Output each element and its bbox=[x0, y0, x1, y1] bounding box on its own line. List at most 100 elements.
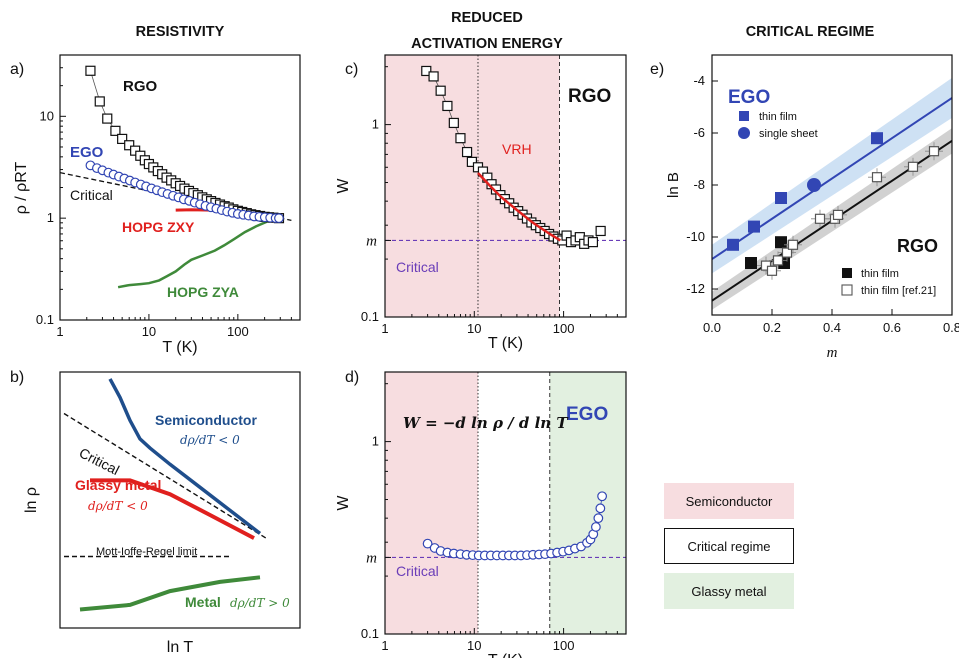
rgo-point bbox=[110, 125, 121, 136]
y-tick-label: -4 bbox=[693, 73, 705, 88]
annotation-rgo: RGO bbox=[568, 86, 611, 107]
ego-point bbox=[597, 491, 608, 502]
annotation-semiconductor-slope: dρ/dT < 0 bbox=[180, 433, 240, 447]
rgo-thin-film-ref-21--point bbox=[832, 209, 844, 220]
y-tick-label: 1 bbox=[372, 117, 379, 132]
region-semiconductor bbox=[385, 55, 560, 317]
rgo-point bbox=[421, 65, 432, 77]
rgo-point bbox=[435, 85, 446, 96]
ego-thin-film-point bbox=[748, 220, 760, 233]
region-glassy-metal bbox=[549, 372, 626, 634]
panel-label-d: d) bbox=[345, 369, 359, 386]
ego-thin-film-point bbox=[775, 192, 787, 204]
rgo-point bbox=[124, 140, 135, 151]
y-tick-label: -10 bbox=[686, 229, 705, 244]
y-axis-label: ln ρ bbox=[23, 487, 40, 513]
annotation-formula: W = −d ln ρ / d ln T bbox=[403, 414, 569, 432]
y-tick-label: -12 bbox=[686, 281, 705, 296]
annotation-glassy-metal: Glassy metal bbox=[75, 477, 161, 493]
annotation-hopg-zxy: HOPG ZXY bbox=[122, 219, 195, 235]
ego-point bbox=[595, 503, 606, 514]
rgo-point bbox=[595, 225, 606, 237]
annotation-rgo: RGO bbox=[897, 236, 938, 256]
plot-frame-c bbox=[384, 54, 627, 318]
rgo-point bbox=[442, 100, 453, 112]
legend-label-ego-single-sheet: single sheet bbox=[759, 128, 818, 140]
series-glassy-metal-line bbox=[90, 478, 255, 540]
annotation-critical: Critical bbox=[70, 187, 113, 203]
legend-critical-label: Critical regime bbox=[687, 538, 771, 554]
legend-marker-ego-thin-film bbox=[739, 111, 749, 121]
x-tick-label: 10 bbox=[467, 638, 481, 653]
rgo-point bbox=[461, 146, 473, 158]
rgo-point bbox=[117, 133, 128, 145]
rgo-point bbox=[102, 113, 113, 124]
y-tick-label: 0.1 bbox=[36, 312, 54, 327]
legend-label-rgo-thin-film: thin film bbox=[861, 268, 899, 280]
x-axis-label: ln T bbox=[167, 639, 194, 656]
rgo-thin-film-ref-21--point bbox=[871, 172, 883, 183]
rgo-point bbox=[466, 156, 477, 167]
y-tick-label: 0.1 bbox=[361, 626, 379, 641]
rgo-thin-film-ref-21--point bbox=[766, 265, 778, 276]
x-tick-label: 10 bbox=[142, 324, 156, 339]
header-activation-line2: ACTIVATION ENERGY bbox=[411, 36, 563, 52]
annotation-critical: Critical bbox=[77, 444, 122, 478]
rgo-thin-film-ref-21--point bbox=[787, 239, 799, 250]
rgo-point bbox=[587, 237, 599, 248]
series-semiconductor-line bbox=[108, 378, 262, 535]
x-tick-label: 100 bbox=[227, 324, 249, 339]
chart-panel-b: ln T ln ρ Semiconductor dρ/dT < 0 CriticalGl… bbox=[23, 371, 301, 656]
panel-label-b: b) bbox=[10, 369, 24, 386]
ego-single-sheet-point bbox=[807, 178, 821, 192]
legend-marker-ego-single-sheet bbox=[738, 127, 750, 139]
x-tick-label: 100 bbox=[553, 638, 575, 653]
rgo-point bbox=[94, 96, 105, 107]
rgo-thin-film-ref-21--point bbox=[781, 247, 793, 258]
header-activation-line1: REDUCED bbox=[451, 10, 523, 26]
ego-point bbox=[593, 513, 604, 524]
annotation-glassy-slope: dρ/dT < 0 bbox=[88, 499, 148, 513]
ego-point bbox=[422, 538, 433, 549]
ego-fit-line bbox=[711, 97, 953, 260]
rgo-thin-film-ref-21--point bbox=[928, 146, 940, 157]
y-axis-label: W bbox=[335, 178, 352, 194]
x-axis-label: T (K) bbox=[488, 335, 523, 352]
legend-critical-regime: Critical regime bbox=[664, 528, 794, 564]
series-hopg-zya-line bbox=[117, 216, 281, 289]
x-tick-label: 100 bbox=[553, 321, 575, 336]
plot-frame-d bbox=[384, 371, 627, 635]
y-tick-label: 1 bbox=[372, 434, 379, 449]
y-tick-label: 0.1 bbox=[361, 309, 379, 324]
panel-label-e: e) bbox=[650, 61, 664, 78]
rgo-thin-film-ref-21--point bbox=[772, 255, 784, 266]
rgo-point bbox=[455, 133, 466, 144]
x-axis-label: m bbox=[827, 345, 838, 361]
x-tick-label: 0.4 bbox=[823, 320, 841, 335]
legend-semiconductor: Semiconductor bbox=[664, 483, 794, 519]
annotation-mir-limit: Mott-Ioffe-Regel limit bbox=[96, 546, 197, 558]
annotation-vrh: VRH bbox=[502, 141, 532, 157]
y-tick-label: -6 bbox=[693, 125, 705, 140]
y-tick-label: 1 bbox=[47, 210, 54, 225]
x-tick-label: 1 bbox=[56, 324, 63, 339]
header-critical-regime: CRITICAL REGIME bbox=[746, 24, 875, 40]
rgo-point bbox=[448, 117, 459, 129]
annotation-ego: EGO bbox=[566, 404, 608, 425]
x-tick-label: 0.0 bbox=[703, 320, 721, 335]
annotation-critical: Critical bbox=[396, 259, 439, 275]
y-tick-label-m: m bbox=[366, 233, 377, 249]
header-resistivity: RESISTIVITY bbox=[136, 24, 225, 40]
annotation-ego: EGO bbox=[728, 87, 770, 108]
legend-glassy-metal: Glassy metal bbox=[664, 573, 794, 609]
annotation-hopg-zya: HOPG ZYA bbox=[167, 284, 239, 300]
rgo-thin-film-ref-21--point bbox=[760, 260, 772, 271]
ego-point bbox=[590, 522, 601, 532]
series-vrh-line bbox=[477, 172, 562, 242]
ego-confidence-band bbox=[712, 77, 952, 274]
rgo-thin-film-point bbox=[745, 257, 757, 269]
y-tick-label-m: m bbox=[366, 550, 377, 566]
legend-semiconductor-label: Semiconductor bbox=[685, 493, 773, 509]
